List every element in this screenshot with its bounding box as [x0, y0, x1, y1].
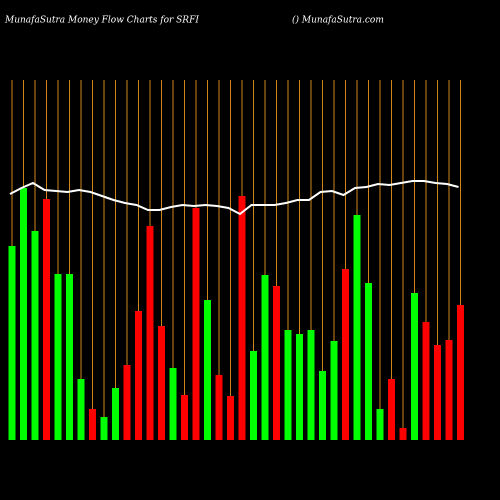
bar: [146, 226, 154, 440]
bar: [89, 409, 96, 440]
bar: [169, 368, 177, 440]
bar: [77, 379, 85, 440]
chart-subtitle: () MunafaSutra.com: [292, 15, 384, 26]
bar: [181, 395, 188, 440]
bar: [31, 231, 39, 440]
bar: [388, 379, 395, 440]
bar: [204, 300, 211, 440]
bar: [273, 286, 280, 440]
bar: [307, 330, 315, 440]
bar: [376, 409, 384, 440]
bar: [261, 275, 269, 440]
bar: [411, 293, 418, 440]
bar: [434, 345, 441, 440]
bar: [330, 341, 338, 440]
bar: [457, 305, 464, 440]
bar: [192, 208, 200, 440]
bar: [284, 330, 292, 440]
bar: [123, 365, 131, 440]
bar: [66, 274, 73, 440]
bar: [342, 269, 349, 440]
bar: [365, 283, 372, 440]
bar: [135, 311, 142, 440]
bar: [215, 375, 223, 440]
bar: [8, 246, 16, 440]
bar: [227, 396, 234, 440]
bar: [100, 417, 108, 440]
bar: [158, 326, 165, 440]
bar: [353, 215, 361, 440]
money-flow-line: [9, 180, 459, 216]
bar: [250, 351, 257, 440]
bar: [422, 322, 430, 440]
bar: [112, 388, 119, 440]
bar: [43, 199, 50, 440]
chart-title: MunafaSutra Money Flow Charts for SRFI: [4, 16, 199, 26]
bar: [319, 371, 326, 440]
bar: [399, 428, 407, 440]
bar: [296, 334, 303, 440]
bar: [445, 340, 453, 440]
bar: [238, 196, 246, 440]
bar: [54, 274, 62, 440]
bar: [20, 188, 27, 440]
